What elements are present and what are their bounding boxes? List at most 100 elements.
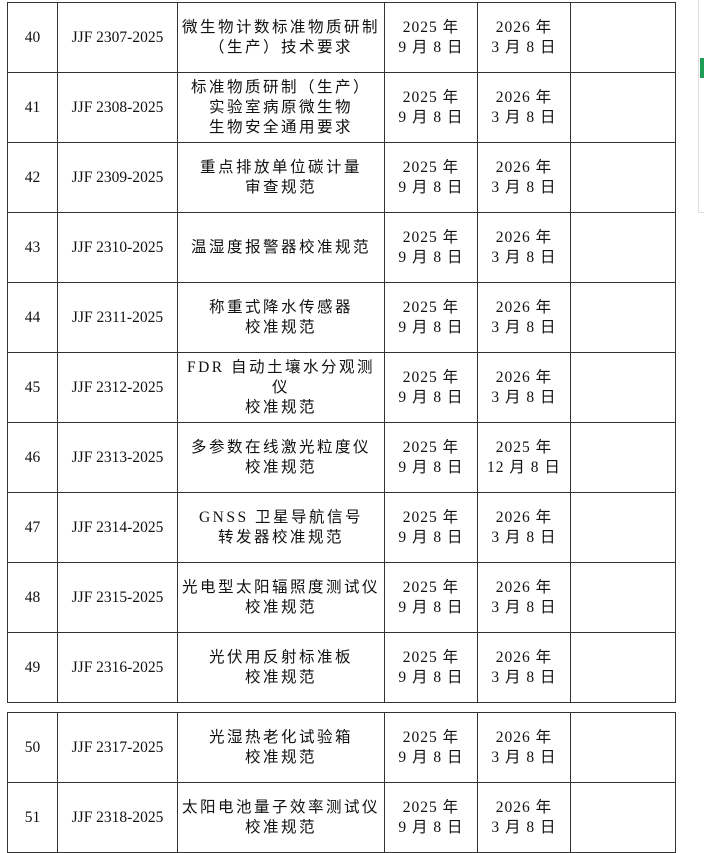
number: 44 (24, 308, 41, 326)
code: JJF 2307-2025 (71, 28, 164, 46)
table-cell: 42 (7, 142, 58, 213)
code: JJF 2317-2025 (71, 738, 164, 756)
name-line: GNSS 卫星导航信号 (198, 508, 363, 526)
published-line: 2025 年 (402, 298, 460, 316)
name-line: 光湿热老化试验箱 (208, 728, 353, 746)
code: JJF 2310-2025 (71, 238, 164, 256)
name-line: 光电型太阳辐照度测试仪 (181, 578, 380, 596)
number: 43 (24, 238, 41, 256)
published-line: 2025 年 (402, 648, 460, 666)
published-line: 9 月 8 日 (398, 528, 464, 546)
table-cell: 2026 年 3 月 8 日 (477, 282, 571, 353)
published-line: 9 月 8 日 (398, 388, 464, 406)
table-cell: 标准物质研制（生产） 实验室病原微生物 生物安全通用要求 (177, 72, 385, 143)
name-line: 光伏用反射标准板 (208, 648, 353, 666)
published-line: 2025 年 (402, 158, 460, 176)
name-line: 生物安全通用要求 (208, 118, 353, 136)
table-cell (570, 492, 676, 563)
name-line: 称重式降水传感器 (208, 298, 353, 316)
code: JJF 2308-2025 (71, 98, 164, 116)
table-cell: JJF 2313-2025 (57, 422, 178, 493)
published-line: 2025 年 (402, 368, 460, 386)
table-cell: JJF 2311-2025 (57, 282, 178, 353)
effective-line: 3 月 8 日 (491, 818, 557, 836)
name-line: 校准规范 (244, 818, 317, 836)
name-line: 校准规范 (244, 458, 317, 476)
code: JJF 2311-2025 (71, 308, 164, 326)
table-cell (570, 562, 676, 633)
table-cell: 太阳电池量子效率测试仪 校准规范 (177, 782, 385, 853)
table-cell: 光伏用反射标准板 校准规范 (177, 632, 385, 703)
number: 45 (24, 378, 41, 396)
effective-line: 3 月 8 日 (491, 248, 557, 266)
code: JJF 2318-2025 (71, 808, 164, 826)
table-cell: 光湿热老化试验箱 校准规范 (177, 712, 385, 783)
name-line: 转发器校准规范 (217, 528, 344, 546)
effective-line: 3 月 8 日 (491, 748, 557, 766)
table-cell: 温湿度报警器校准规范 (177, 212, 385, 283)
number: 49 (24, 658, 41, 676)
name-line: 多参数在线激光粒度仪 (190, 438, 371, 456)
table-cell: 称重式降水传感器 校准规范 (177, 282, 385, 353)
published-line: 9 月 8 日 (398, 668, 464, 686)
number: 48 (24, 588, 41, 606)
published-line: 9 月 8 日 (398, 598, 464, 616)
name-line: 审查规范 (244, 178, 317, 196)
table-cell: JJF 2310-2025 (57, 212, 178, 283)
name-line: 微生物计数标准物质研制 (181, 18, 380, 36)
published-line: 9 月 8 日 (398, 818, 464, 836)
published-line: 2025 年 (402, 728, 460, 746)
effective-line: 3 月 8 日 (491, 178, 557, 196)
table-cell: FDR 自动土壤水分观测仪 校准规范 (177, 352, 385, 423)
table-cell: 41 (7, 72, 58, 143)
published-line: 2025 年 (402, 88, 460, 106)
table-cell: JJF 2318-2025 (57, 782, 178, 853)
effective-line: 2026 年 (495, 578, 553, 596)
effective-line: 3 月 8 日 (491, 668, 557, 686)
code: JJF 2316-2025 (71, 658, 164, 676)
published-line: 2025 年 (402, 578, 460, 596)
published-line: 9 月 8 日 (398, 178, 464, 196)
effective-line: 12 月 8 日 (487, 458, 561, 476)
table-cell: 40 (7, 2, 58, 73)
table-cell (570, 422, 676, 493)
table-cell: 2026 年 3 月 8 日 (477, 632, 571, 703)
name-line: 标准物质研制（生产） (190, 78, 371, 96)
name-line: 温湿度报警器校准规范 (190, 238, 371, 256)
table-cell: JJF 2315-2025 (57, 562, 178, 633)
table-cell: JJF 2309-2025 (57, 142, 178, 213)
table-cell: 重点排放单位碳计量 审查规范 (177, 142, 385, 213)
number: 42 (24, 168, 41, 186)
table-cell: 48 (7, 562, 58, 633)
published-line: 9 月 8 日 (398, 108, 464, 126)
name-line: 校准规范 (244, 318, 317, 336)
published-line: 9 月 8 日 (398, 248, 464, 266)
table-cell: 2025 年 9 月 8 日 (384, 782, 478, 853)
table-cell: JJF 2316-2025 (57, 632, 178, 703)
table-cell: 2026 年 3 月 8 日 (477, 352, 571, 423)
table-cell: JJF 2317-2025 (57, 712, 178, 783)
table-cell: 微生物计数标准物质研制 （生产）技术要求 (177, 2, 385, 73)
table-cell: 51 (7, 782, 58, 853)
published-line: 9 月 8 日 (398, 38, 464, 56)
name-line: 太阳电池量子效率测试仪 (181, 798, 380, 816)
published-line: 2025 年 (402, 798, 460, 816)
table-cell: JJF 2307-2025 (57, 2, 178, 73)
effective-line: 2026 年 (495, 158, 553, 176)
published-line: 2025 年 (402, 228, 460, 246)
published-line: 9 月 8 日 (398, 748, 464, 766)
table-cell: 2026 年 3 月 8 日 (477, 212, 571, 283)
code: JJF 2315-2025 (71, 588, 164, 606)
table-cell (570, 212, 676, 283)
table-cell: 2025 年 9 月 8 日 (384, 422, 478, 493)
number: 51 (24, 808, 41, 826)
number: 40 (24, 28, 41, 46)
table-cell: 47 (7, 492, 58, 563)
code: JJF 2309-2025 (71, 168, 164, 186)
table-cell (570, 142, 676, 213)
table-cell: 44 (7, 282, 58, 353)
table-cell: 2026 年 3 月 8 日 (477, 142, 571, 213)
number: 46 (24, 448, 41, 466)
table-cell: 49 (7, 632, 58, 703)
